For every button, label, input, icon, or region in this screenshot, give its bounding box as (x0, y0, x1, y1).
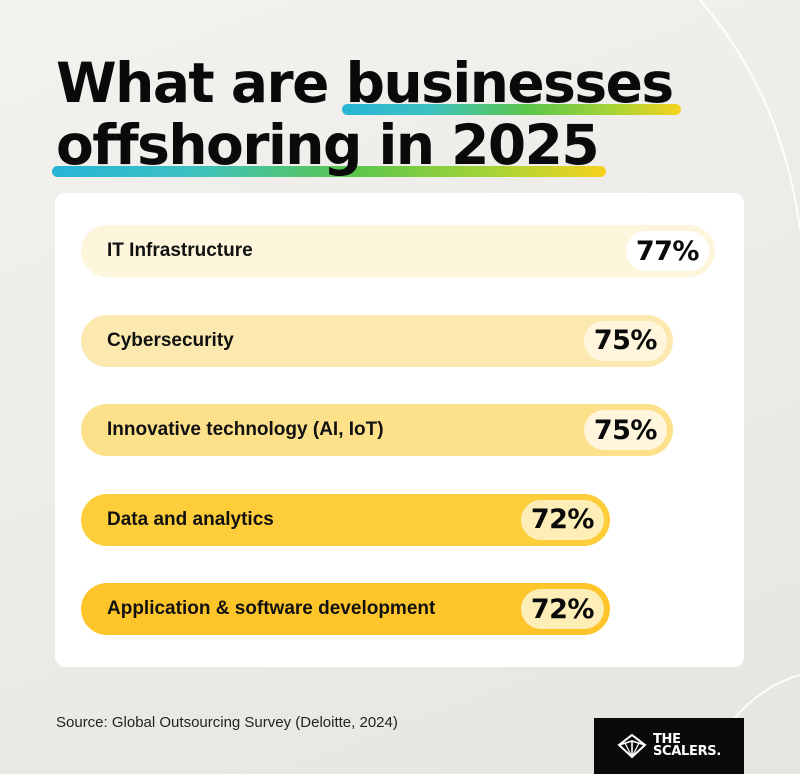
bar: Cybersecurity 75% (81, 314, 673, 367)
title-text: What are (56, 51, 346, 115)
brand-line-1: THE (652, 732, 681, 747)
bar-label: Cybersecurity (107, 329, 234, 351)
title-highlight: businesses (341, 51, 681, 115)
bar-value-label: 72% (520, 499, 604, 540)
bar-label: Innovative technology (AI, IoT) (107, 419, 384, 440)
bar-label: Application & software development (107, 598, 436, 619)
brand-line-2: SCALERS. (652, 744, 722, 759)
bar: Data and analytics 72% (81, 493, 610, 546)
source-note: Source: Global Outsourcing Survey (Deloi… (56, 714, 398, 731)
page-title: What are businesses offshoring in 2025 (51, 51, 776, 177)
bar-label: IT Infrastructure (107, 240, 253, 261)
title-highlight: offshoring in 2025 (51, 113, 607, 177)
brand-wordmark: THE SCALERS. (652, 732, 722, 759)
chart-card: IT Infrastructure 77% Cybersecurity 75% Inno… (55, 193, 744, 667)
bar-value-label: 77% (625, 231, 709, 271)
title-line-2: offshoring in 2025 (51, 113, 776, 177)
scalers-diamond-icon (617, 733, 647, 759)
bar: IT Infrastructure 77% (81, 225, 715, 277)
bar-value-label: 75% (583, 320, 667, 361)
title-line-1: What are businesses (56, 51, 776, 115)
bar-label: Data and analytics (107, 508, 274, 530)
brand-logo: THE SCALERS. (594, 718, 744, 774)
bar: Application & software development 72% (81, 583, 610, 635)
bar-value-label: 75% (583, 410, 667, 450)
bar: Innovative technology (AI, IoT) 75% (81, 404, 673, 456)
bar-value-label: 72% (520, 589, 604, 629)
